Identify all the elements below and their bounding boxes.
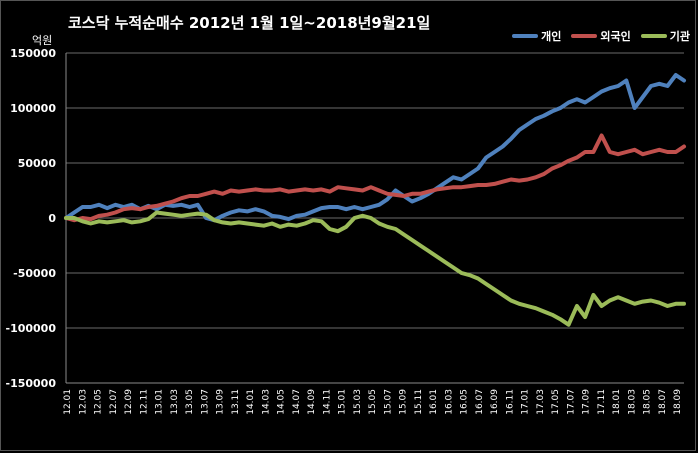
x-tick-label: 17.09 [582, 389, 592, 415]
x-tick-label: 12.11 [139, 389, 149, 415]
x-tick-label: 18.01 [612, 389, 622, 415]
x-tick-label: 14.09 [307, 389, 317, 415]
y-tick-label: 100000 [10, 102, 56, 115]
x-tick-label: 16.03 [444, 389, 454, 415]
x-tick-label: 16.07 [475, 389, 485, 415]
x-tick-label: 15.03 [353, 389, 363, 415]
x-tick-label: 18.07 [658, 389, 668, 415]
legend-label-individual: 개인 [541, 30, 562, 43]
x-tick-label: 13.03 [170, 389, 180, 415]
x-tick-label: 16.09 [490, 389, 500, 415]
x-tick-label: 14.11 [322, 389, 332, 415]
x-tick-label: 18.05 [643, 389, 653, 415]
x-tick-label: 18.03 [627, 389, 637, 415]
series-line-institution [64, 210, 686, 327]
x-tick-label: 15.07 [383, 389, 393, 415]
x-tick-label: 15.11 [414, 389, 424, 415]
x-tick-label: 12.09 [124, 389, 134, 415]
x-tick-label: 13.07 [200, 389, 210, 415]
x-tick-label: 17.03 [536, 389, 546, 415]
x-tick-label: 13.05 [185, 389, 195, 415]
legend-swatch-foreign [571, 34, 598, 38]
x-tick-label: 12.07 [109, 389, 119, 415]
x-tick-label: 15.01 [338, 389, 348, 415]
legend-swatch-institution [640, 34, 667, 38]
x-tick-label: 13.01 [155, 389, 165, 415]
y-tick-label: -100000 [6, 322, 57, 335]
legend: 개인 외국인 기관 [512, 28, 690, 44]
x-tick-label: 17.05 [551, 389, 561, 415]
x-tick-label: 14.03 [261, 389, 271, 415]
legend-label-institution: 기관 [669, 30, 690, 43]
x-tick-label: 12.01 [63, 389, 73, 415]
series-line-foreign [64, 133, 686, 223]
y-tick-label: -150000 [6, 377, 57, 390]
x-tick-label: 16.05 [460, 389, 470, 415]
chart-title: 코스닥 누적순매수 2012년 1월 1일~2018년9월21일 [68, 14, 431, 32]
x-tick-label: 16.11 [505, 389, 515, 415]
x-tick-label: 17.01 [521, 389, 531, 415]
x-tick-label: 13.11 [231, 389, 241, 415]
legend-item-foreign: 외국인 [571, 28, 631, 44]
y-tick-label: 0 [48, 212, 56, 225]
x-tick-label: 17.07 [566, 389, 576, 415]
x-tick-label: 14.01 [246, 389, 256, 415]
legend-item-institution: 기관 [640, 28, 690, 44]
x-tick-label: 15.05 [368, 389, 378, 415]
x-tick-label: 14.05 [277, 389, 287, 415]
legend-swatch-individual [512, 34, 539, 38]
series-line-individual [64, 73, 686, 223]
x-tick-label: 15.09 [399, 389, 409, 415]
y-tick-label: 150000 [10, 47, 56, 60]
legend-label-foreign: 외국인 [600, 30, 631, 43]
x-tick-label: 17.11 [597, 389, 607, 415]
x-tick-label: 12.05 [94, 389, 104, 415]
x-tick-label: 13.09 [216, 389, 226, 415]
legend-item-individual: 개인 [512, 28, 561, 44]
y-tick-label: 50000 [18, 157, 57, 170]
x-tick-label: 12.03 [78, 389, 88, 415]
x-tick-label: 14.07 [292, 389, 302, 415]
y-axis-unit-label: 억원 [32, 34, 53, 47]
y-tick-label: -50000 [13, 267, 56, 280]
x-tick-label: 18.09 [673, 389, 683, 415]
x-tick-label: 16.01 [429, 389, 439, 415]
